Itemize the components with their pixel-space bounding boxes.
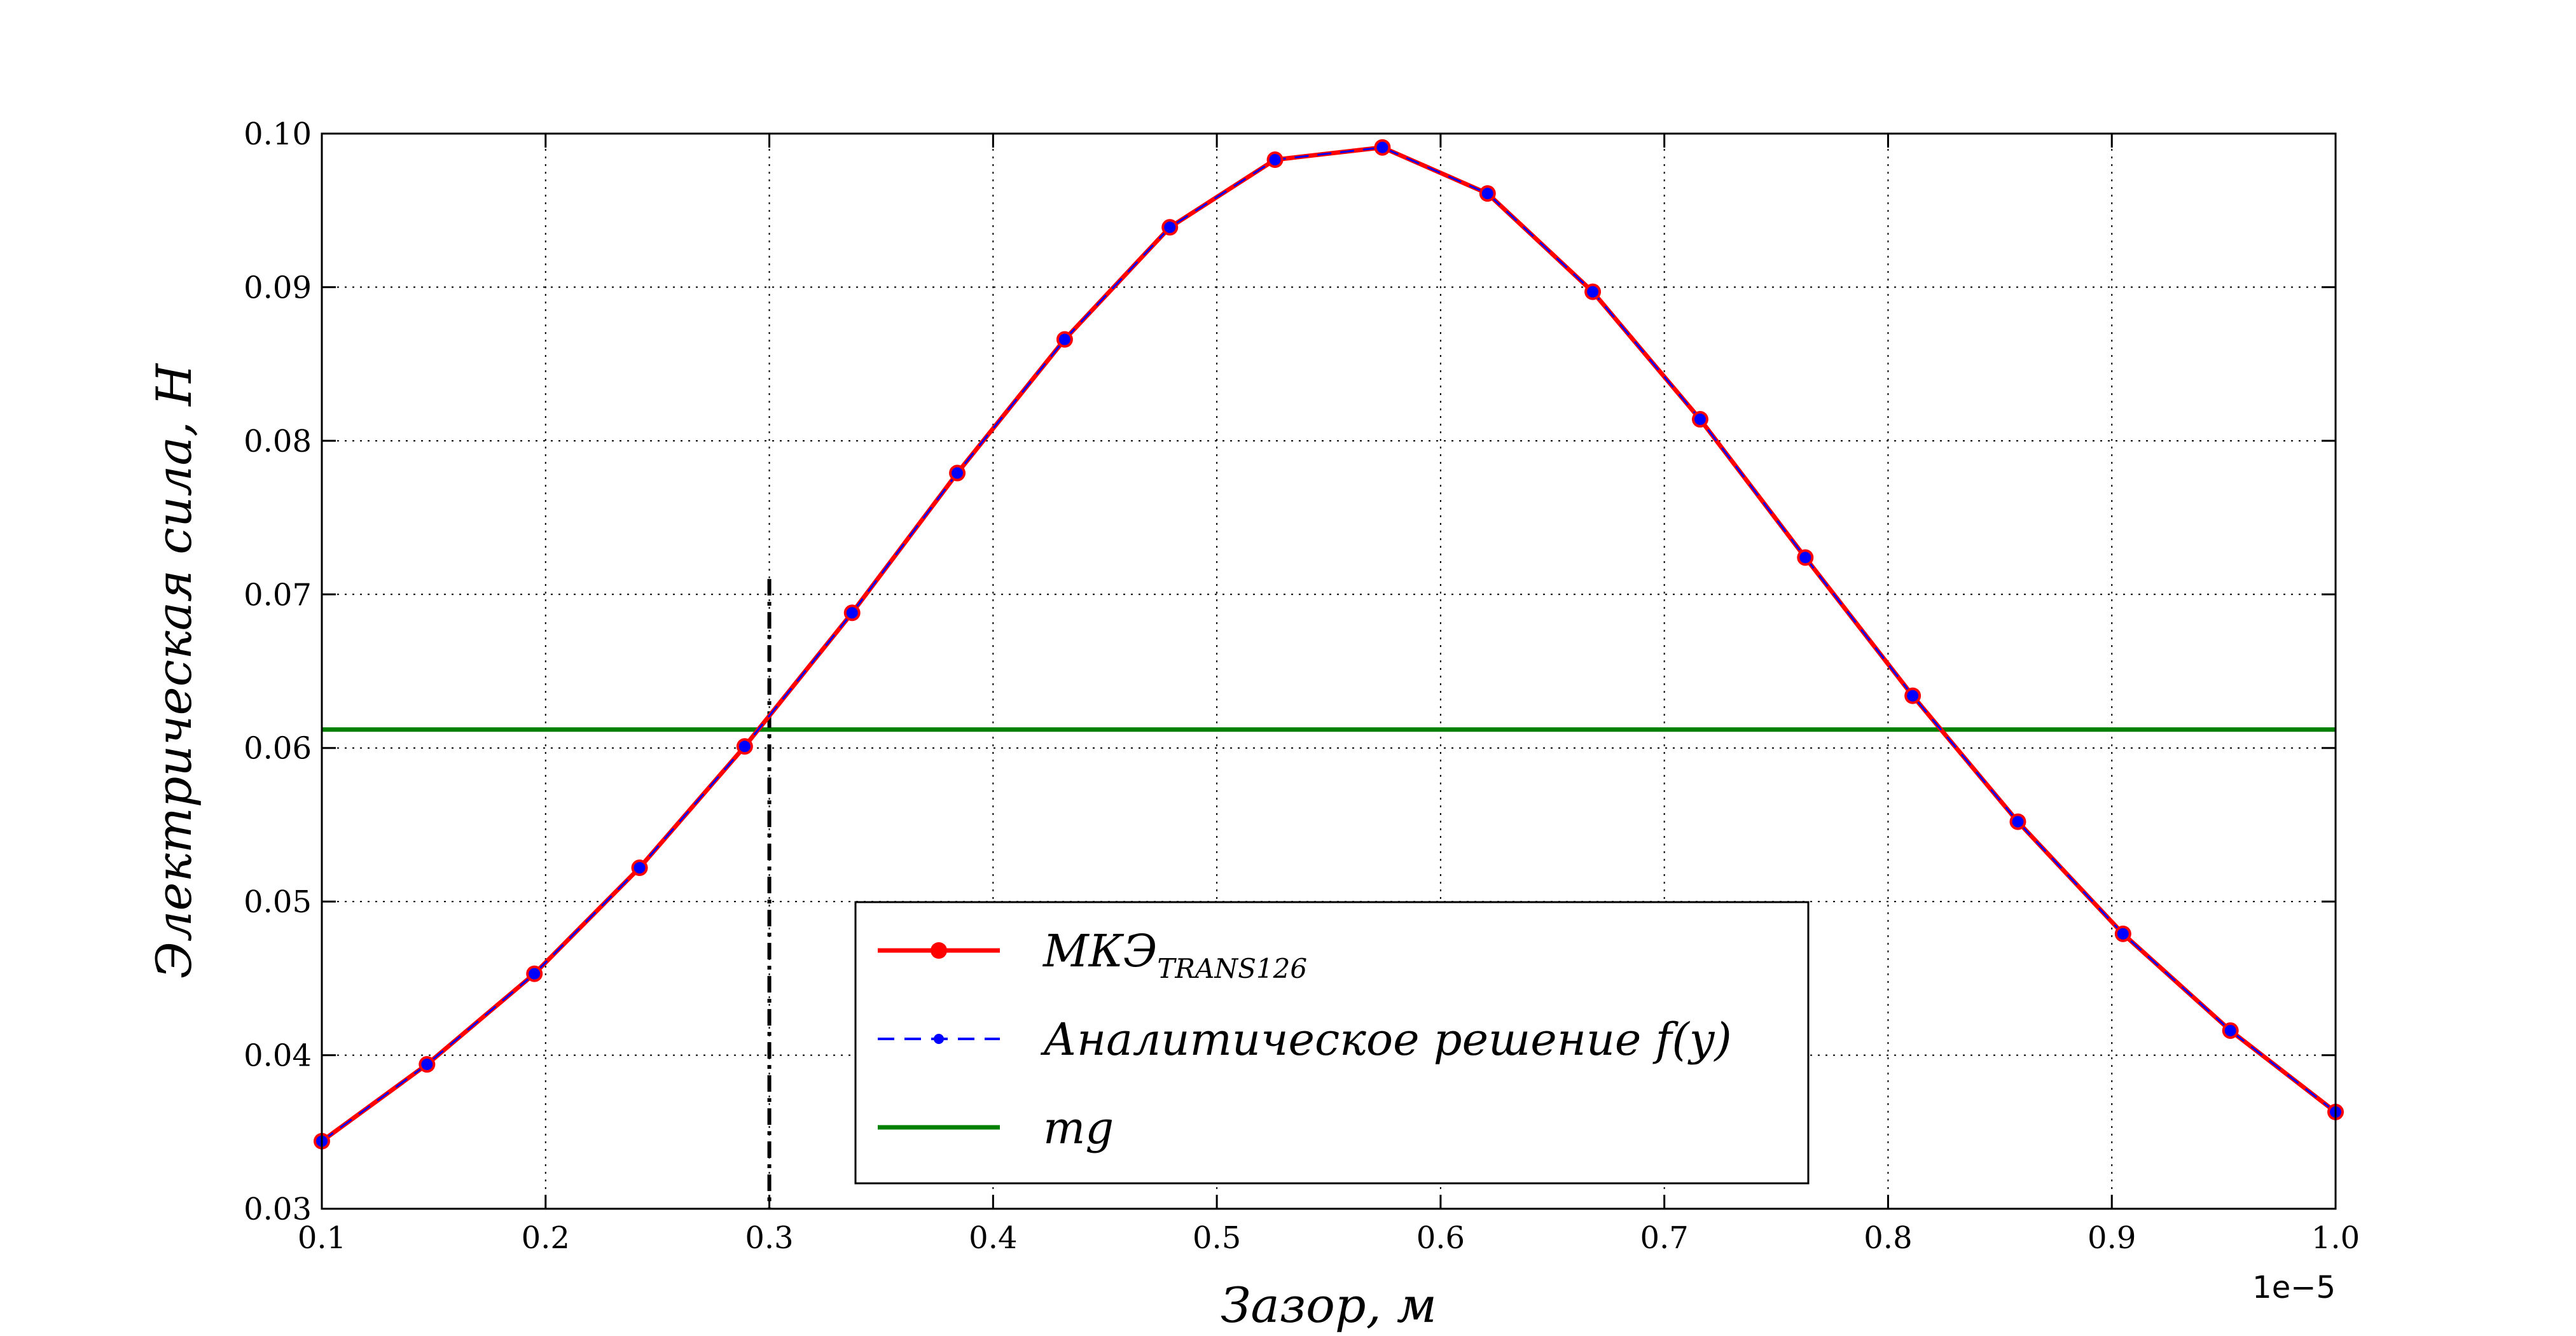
analytic-point bbox=[2224, 1024, 2236, 1036]
series-line-analytic bbox=[321, 146, 2336, 1142]
y-tick-label: 0.09 bbox=[244, 270, 312, 305]
analytic-point bbox=[2117, 928, 2129, 940]
x-tick-label: 1.0 bbox=[2311, 1220, 2360, 1256]
plot-frame bbox=[321, 132, 2337, 1210]
x-tick-label: 0.8 bbox=[1864, 1220, 1912, 1256]
analytic-point bbox=[1376, 141, 1388, 153]
x-offset-label: 1e−5 bbox=[2252, 1270, 2336, 1305]
analytic-point bbox=[1694, 414, 1706, 426]
analytic-point bbox=[952, 467, 964, 479]
analytic-point bbox=[2012, 816, 2024, 828]
analytic-point bbox=[738, 741, 751, 753]
x-tick-label: 0.4 bbox=[969, 1220, 1017, 1256]
legend-label-fem-main: МКЭ bbox=[1042, 925, 1157, 977]
y-tick-label: 0.10 bbox=[244, 116, 312, 152]
legend-marker-analytic bbox=[934, 1034, 944, 1044]
legend-marker-fem bbox=[931, 942, 947, 959]
legend: МКЭTRANS126 Аналитическое решение f(y) m… bbox=[854, 901, 1810, 1185]
analytic-point bbox=[1058, 333, 1070, 345]
legend-box bbox=[854, 901, 1810, 1185]
analytic-point bbox=[1481, 188, 1493, 200]
analytic-point bbox=[1587, 286, 1599, 298]
analytic-point bbox=[1907, 690, 1919, 702]
legend-label-analytic: Аналитическое решение f(y) bbox=[1040, 1013, 1732, 1066]
x-tick-label: 0.6 bbox=[1416, 1220, 1465, 1256]
x-tick-label: 0.5 bbox=[1193, 1220, 1241, 1256]
analytic-point bbox=[1164, 221, 1176, 233]
analytic-point bbox=[634, 862, 646, 874]
analytic-point bbox=[529, 968, 541, 980]
analytic-point bbox=[1269, 154, 1281, 166]
series-layer bbox=[314, 139, 2344, 1209]
x-axis-label: Зазор, м bbox=[1221, 1277, 1437, 1333]
x-tick-label: 0.7 bbox=[1640, 1220, 1688, 1256]
legend-label-mg: mg bbox=[1043, 1102, 1114, 1154]
legend-label-fem: МКЭTRANS126 bbox=[1042, 925, 1307, 984]
y-tick-label: 0.08 bbox=[244, 424, 312, 459]
y-tick-label: 0.07 bbox=[244, 577, 312, 613]
y-axis-label: Электрическая сила, Н bbox=[146, 363, 202, 978]
y-tick-label: 0.05 bbox=[244, 884, 312, 920]
analytic-point bbox=[421, 1059, 433, 1071]
y-tick-label: 0.04 bbox=[244, 1038, 312, 1074]
x-tick-label: 0.3 bbox=[745, 1220, 793, 1256]
analytic-point bbox=[846, 607, 858, 619]
x-tick-label: 0.9 bbox=[2088, 1220, 2136, 1256]
y-tick-label: 0.06 bbox=[244, 731, 312, 767]
x-tick-label: 0.2 bbox=[522, 1220, 570, 1256]
ticks: 0.1 0.2 0.3 0.4 0.5 0.6 0.7 0.8 0.9 1.0 0.03 0.04 0.… bbox=[244, 116, 2360, 1256]
y-tick-label: 0.03 bbox=[244, 1192, 312, 1227]
legend-label-fem-subscript: TRANS126 bbox=[1157, 953, 1307, 984]
x-tick-label: 0.1 bbox=[298, 1220, 346, 1256]
analytic-point bbox=[1799, 552, 1811, 564]
